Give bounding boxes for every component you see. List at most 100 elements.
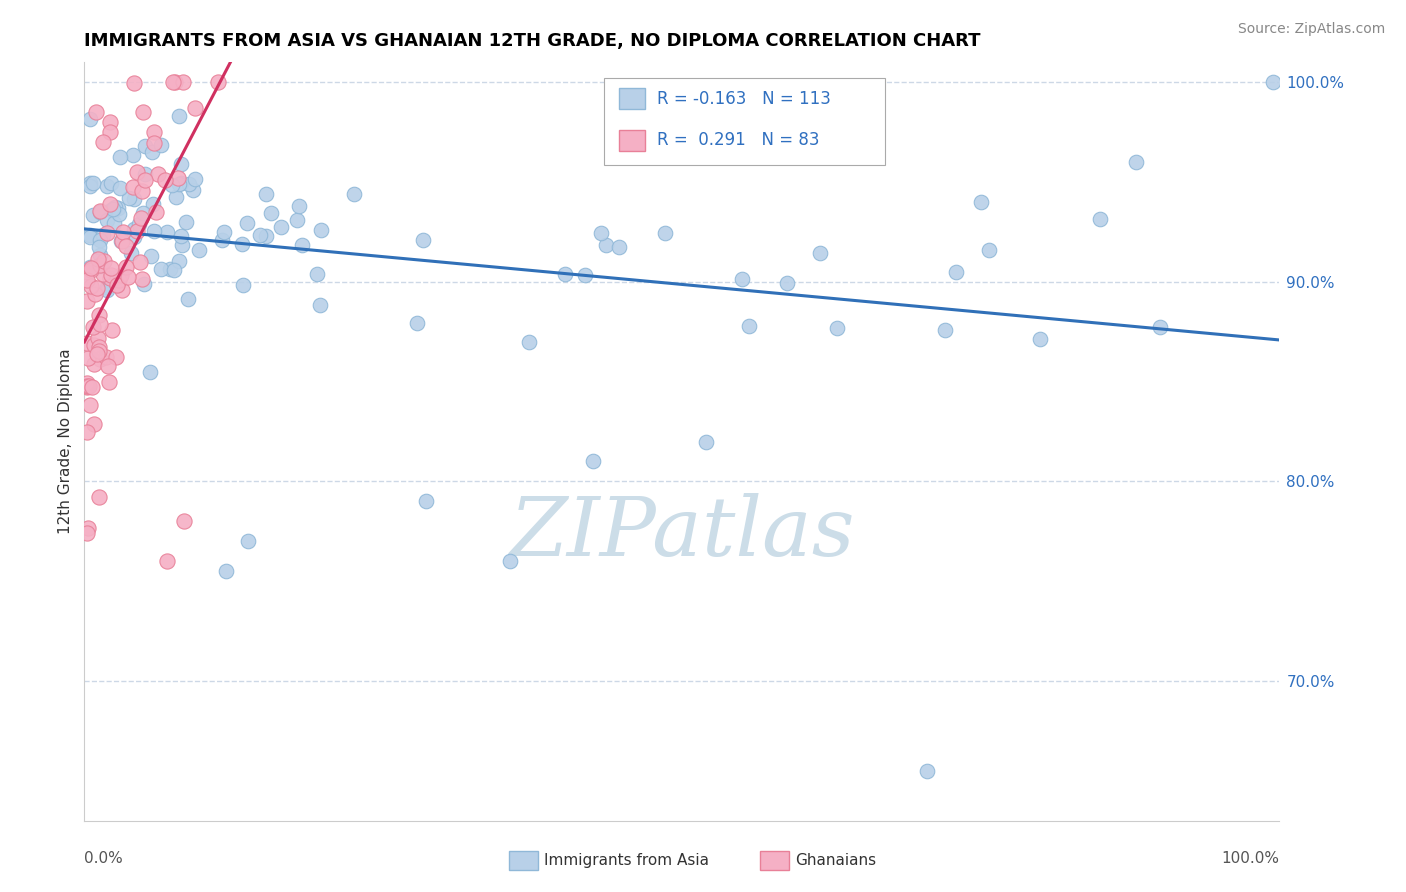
Point: [76, 293, 98, 308]
Point: [517, 334, 540, 349]
Point: [155, 225, 177, 239]
Point: [108, 273, 131, 287]
Point: [305, 267, 328, 281]
Point: [79, 227, 101, 242]
Point: [82, 320, 104, 334]
Point: [96, 280, 118, 294]
Point: [232, 278, 254, 293]
Point: [82, 177, 104, 191]
Point: [76, 521, 98, 535]
Point: [270, 220, 292, 235]
Point: [86, 280, 108, 294]
Point: [167, 109, 190, 123]
Point: [91, 228, 114, 243]
Point: [76, 379, 98, 393]
Point: [134, 173, 156, 187]
Point: [86, 347, 108, 361]
Point: [94, 350, 117, 364]
Point: [83, 338, 105, 352]
Point: [98, 125, 121, 139]
Point: [87, 308, 110, 322]
Point: [134, 167, 156, 181]
FancyBboxPatch shape: [509, 851, 537, 870]
Point: [165, 190, 187, 204]
Point: [174, 215, 197, 229]
Point: [170, 229, 193, 244]
Point: [138, 365, 160, 379]
Point: [100, 176, 122, 190]
Point: [124, 230, 146, 244]
Point: [122, 148, 145, 162]
Point: [309, 223, 332, 237]
Text: 0.0%: 0.0%: [84, 851, 124, 866]
Point: [177, 292, 200, 306]
Point: [87, 331, 110, 345]
Text: R =  0.291   N = 83: R = 0.291 N = 83: [657, 131, 820, 149]
Point: [142, 196, 165, 211]
Point: [595, 237, 617, 252]
Point: [121, 180, 143, 194]
Point: [108, 207, 131, 221]
Point: [98, 115, 121, 129]
Point: [104, 350, 127, 364]
Point: [249, 228, 271, 243]
Point: [83, 357, 105, 371]
Point: [118, 191, 141, 205]
Point: [120, 245, 142, 260]
Point: [89, 490, 111, 504]
Point: [260, 206, 283, 220]
Point: [181, 183, 204, 197]
Point: [215, 564, 238, 578]
Point: [79, 112, 101, 126]
Point: [98, 271, 121, 285]
Point: [141, 249, 163, 263]
Point: [153, 172, 176, 186]
Text: ZIPatlas: ZIPatlas: [509, 492, 855, 573]
Point: [108, 181, 131, 195]
Point: [76, 265, 98, 279]
Point: [115, 239, 138, 253]
Point: [79, 279, 101, 293]
Point: [132, 105, 155, 120]
Point: [499, 554, 522, 568]
Point: [101, 202, 124, 216]
Point: [607, 240, 630, 254]
Point: [166, 170, 188, 185]
Point: [167, 253, 190, 268]
Point: [1149, 320, 1171, 334]
Point: [89, 259, 111, 273]
Point: [111, 225, 134, 239]
Point: [76, 526, 98, 541]
Point: [142, 124, 165, 138]
Point: [574, 268, 596, 282]
Point: [212, 225, 235, 239]
Point: [141, 145, 163, 159]
Point: [104, 200, 127, 214]
Point: [83, 417, 105, 431]
Point: [79, 260, 101, 275]
Point: [96, 212, 118, 227]
Point: [1125, 155, 1147, 169]
Point: [582, 454, 605, 468]
Point: [84, 105, 107, 120]
Point: [76, 336, 98, 351]
Point: [145, 205, 167, 219]
Point: [309, 298, 332, 312]
Point: [96, 283, 118, 297]
Text: Source: ZipAtlas.com: Source: ZipAtlas.com: [1237, 22, 1385, 37]
Point: [103, 203, 125, 218]
Point: [76, 376, 98, 391]
Point: [143, 136, 166, 150]
Point: [77, 351, 100, 366]
Point: [98, 196, 121, 211]
Text: Ghanaians: Ghanaians: [796, 853, 876, 868]
Point: [150, 137, 173, 152]
Point: [103, 215, 125, 229]
Point: [285, 213, 308, 227]
Point: [125, 165, 148, 179]
Point: [405, 316, 427, 330]
Text: 100.0%: 100.0%: [1222, 851, 1279, 866]
Point: [110, 234, 132, 248]
Point: [108, 150, 131, 164]
Point: [173, 514, 195, 528]
